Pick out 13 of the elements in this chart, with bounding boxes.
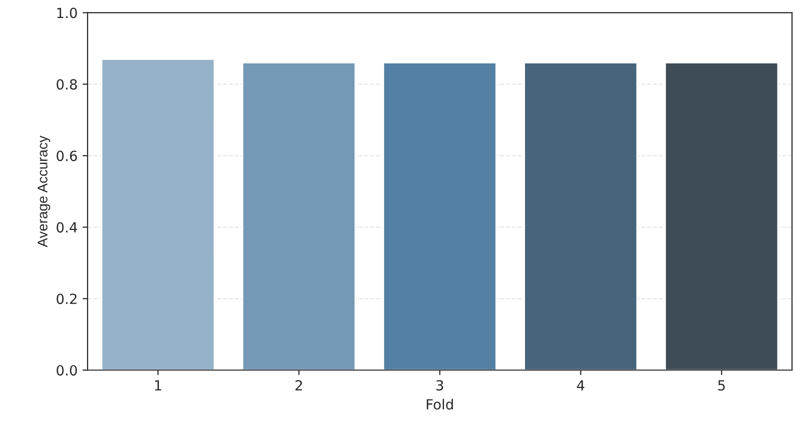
x-axis-title: Fold <box>426 398 453 410</box>
y-tick-label: 0.8 <box>56 79 77 90</box>
y-tick-label: 1.0 <box>57 8 77 18</box>
x-tick-label: 2 <box>295 380 302 390</box>
y-axis-title: Average Accuracy <box>38 136 50 248</box>
y-tick-label: 0.0 <box>56 365 77 376</box>
y-tick-label: 0.2 <box>56 294 76 304</box>
x-tick-label: 3 <box>436 380 444 391</box>
y-tick-label: 0.4 <box>56 222 78 233</box>
y-tick-label: 0.6 <box>56 150 77 162</box>
x-tick-label: 5 <box>718 380 725 391</box>
x-tick-label: 4 <box>576 380 584 390</box>
x-tick-label: 1 <box>155 380 162 390</box>
